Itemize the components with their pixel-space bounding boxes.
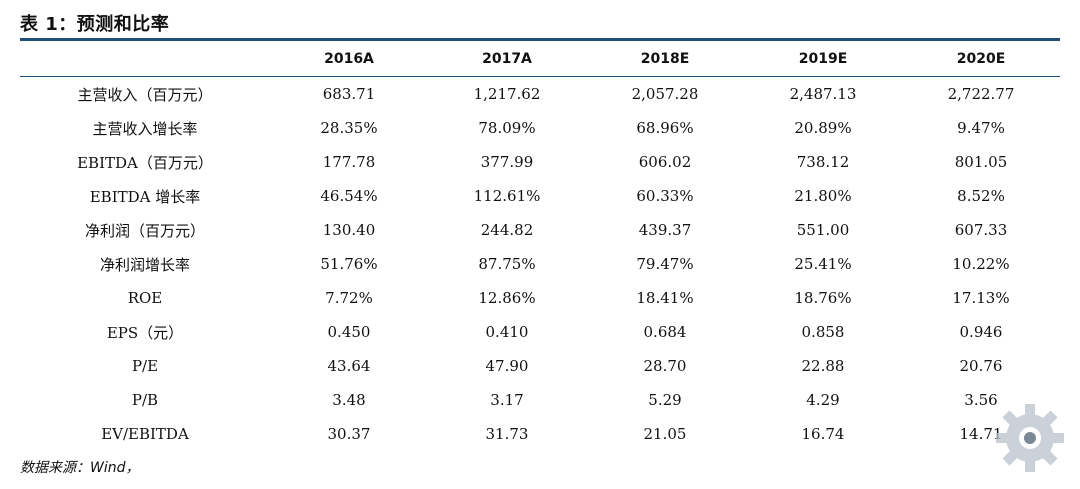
table-cell: 177.78 — [322, 153, 376, 171]
table-cell: 3.56 — [964, 391, 998, 409]
table-cell: 47.90 — [485, 357, 529, 375]
table-cell: 18.76% — [794, 289, 852, 307]
table-cell: 68.96% — [636, 119, 694, 137]
table-cell: 30.37 — [327, 425, 371, 443]
table-cell: 0.410 — [485, 323, 529, 341]
table-row: EBITDA 增长率 46.54% 112.61% 60.33% 21.80% … — [20, 179, 1060, 213]
table-row: EV/EBITDA 30.37 31.73 21.05 16.74 14.71 — [20, 417, 1060, 451]
table-cell: 12.86% — [478, 289, 536, 307]
table-cell: 28.35% — [320, 119, 378, 137]
row-label: 净利润（百万元） — [84, 221, 205, 240]
table-row: EBITDA（百万元） 177.78 377.99 606.02 738.12 … — [20, 145, 1060, 179]
table-cell: 2,722.77 — [947, 85, 1015, 103]
table-cell: 683.71 — [322, 85, 376, 103]
row-label: EV/EBITDA — [101, 425, 189, 443]
table-cell: 738.12 — [796, 153, 850, 171]
table-row: 主营收入（百万元） 683.71 1,217.62 2,057.28 2,487… — [20, 75, 1060, 111]
table-cell: 21.05 — [643, 425, 687, 443]
table-cell: 46.54% — [320, 187, 378, 205]
row-label: EBITDA（百万元） — [77, 153, 213, 172]
table-cell: 25.41% — [794, 255, 852, 273]
header-cell: 2018E — [640, 51, 690, 67]
table-row: ROE 7.72% 12.86% 18.41% 18.76% 17.13% — [20, 281, 1060, 315]
table-row: 净利润（百万元） 130.40 244.82 439.37 551.00 607… — [20, 213, 1060, 247]
table-cell: 7.72% — [325, 289, 373, 307]
table-cell: 51.76% — [320, 255, 378, 273]
table-cell: 0.450 — [327, 323, 371, 341]
table-cell: 31.73 — [485, 425, 529, 443]
table-row: P/E 43.64 47.90 28.70 22.88 20.76 — [20, 349, 1060, 383]
table-cell: 377.99 — [480, 153, 534, 171]
gear-logo-icon — [990, 398, 1070, 478]
table-cell: 551.00 — [796, 221, 850, 239]
table-cell: 16.74 — [801, 425, 845, 443]
top-rule — [20, 38, 1060, 41]
table-cell: 9.47% — [957, 119, 1005, 137]
table-row: 净利润增长率 51.76% 87.75% 79.47% 25.41% 10.22… — [20, 247, 1060, 281]
table-cell: 0.946 — [959, 323, 1003, 341]
table-cell: 14.71 — [959, 425, 1003, 443]
table-cell: 2,057.28 — [631, 85, 699, 103]
table-cell: 10.22% — [952, 255, 1010, 273]
table-cell: 112.61% — [473, 187, 541, 205]
row-label: ROE — [127, 289, 163, 307]
table-title: 表 1：预测和比率 — [20, 14, 170, 35]
table-row: 主营收入增长率 28.35% 78.09% 68.96% 20.89% 9.47… — [20, 111, 1060, 145]
table-cell: 244.82 — [480, 221, 534, 239]
table-cell: 801.05 — [954, 153, 1008, 171]
table-cell: 606.02 — [638, 153, 692, 171]
row-label: 主营收入增长率 — [92, 119, 198, 138]
header-cell: 2020E — [956, 51, 1006, 67]
table-cell: 78.09% — [478, 119, 536, 137]
header-row: 2016A 2017A 2018E 2019E 2020E — [20, 43, 1060, 75]
header-cell: 2019E — [798, 51, 848, 67]
header-cell — [20, 43, 270, 75]
row-label: 主营收入（百万元） — [77, 85, 213, 104]
table-row: EPS（元） 0.450 0.410 0.684 0.858 0.946 — [20, 315, 1060, 349]
table-cell: 28.70 — [643, 357, 687, 375]
forecast-table: 2016A 2017A 2018E 2019E 2020E 主营收入（百万元） … — [20, 43, 1060, 451]
table-cell: 21.80% — [794, 187, 852, 205]
table-cell: 87.75% — [478, 255, 536, 273]
table-cell: 43.64 — [327, 357, 371, 375]
table-cell: 8.52% — [957, 187, 1005, 205]
table-cell: 130.40 — [322, 221, 376, 239]
table-cell: 60.33% — [636, 187, 694, 205]
row-label: P/B — [131, 391, 159, 409]
row-label: P/E — [131, 357, 159, 375]
header-cell: 2017A — [482, 51, 532, 67]
table-row: P/B 3.48 3.17 5.29 4.29 3.56 — [20, 383, 1060, 417]
row-label: EBITDA 增长率 — [89, 187, 201, 206]
table-cell: 3.17 — [490, 391, 524, 409]
table-cell: 18.41% — [636, 289, 694, 307]
header-cell: 2016A — [324, 51, 374, 67]
table-cell: 1,217.62 — [473, 85, 541, 103]
table-cell: 0.684 — [643, 323, 687, 341]
table-cell: 2,487.13 — [789, 85, 857, 103]
table-cell: 3.48 — [332, 391, 366, 409]
row-label: EPS（元） — [106, 323, 184, 342]
table-cell: 79.47% — [636, 255, 694, 273]
table-cell: 20.89% — [794, 119, 852, 137]
table-cell: 439.37 — [638, 221, 692, 239]
table-cell: 5.29 — [648, 391, 682, 409]
table-cell: 607.33 — [954, 221, 1008, 239]
table-cell: 4.29 — [806, 391, 840, 409]
table-cell: 0.858 — [801, 323, 845, 341]
table-cell: 22.88 — [801, 357, 845, 375]
header-rule — [20, 76, 1060, 77]
row-label: 净利润增长率 — [99, 255, 190, 274]
table-cell: 20.76 — [959, 357, 1003, 375]
source-note: 数据来源：Wind， — [20, 460, 140, 476]
table-cell: 17.13% — [952, 289, 1010, 307]
